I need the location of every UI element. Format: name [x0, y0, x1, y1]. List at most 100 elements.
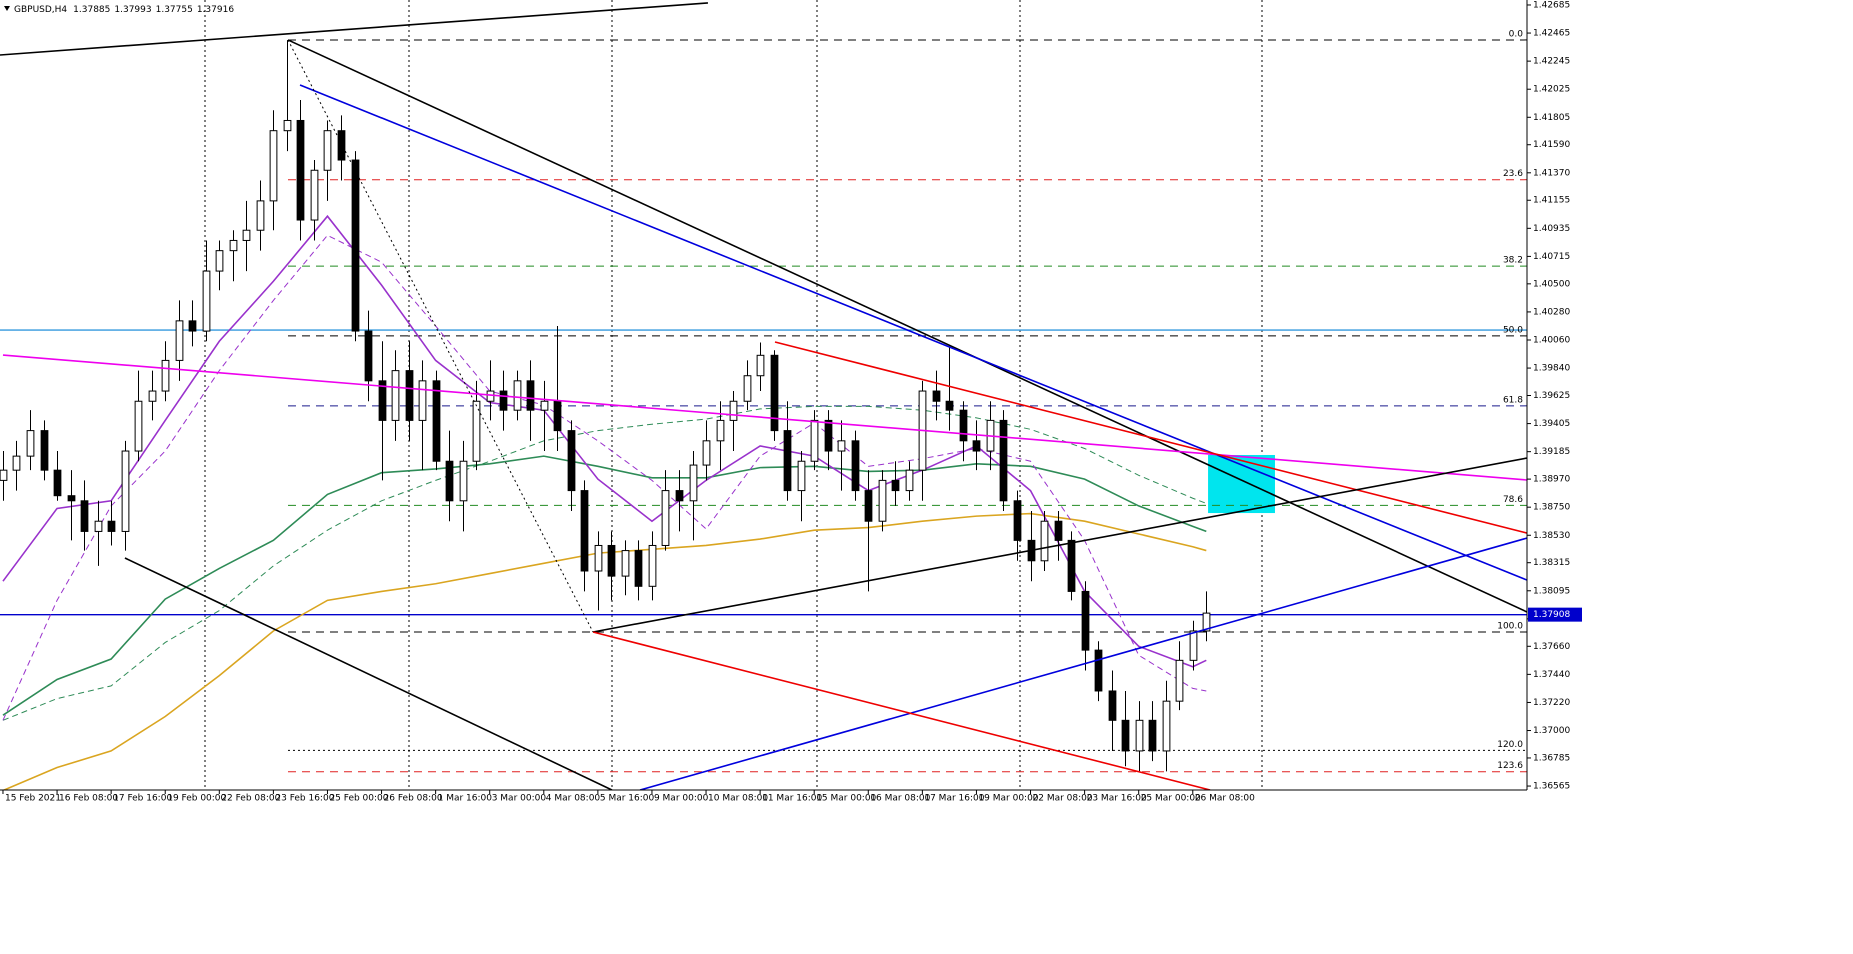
x-tick-label: 25 Mar 00:00 — [1141, 794, 1201, 804]
candle-body — [851, 440, 860, 492]
trendline — [592, 631, 1211, 790]
candle-body — [1054, 520, 1063, 541]
candle-body — [202, 270, 211, 332]
candle-body — [1094, 649, 1103, 692]
candle-body — [188, 320, 197, 332]
trendline — [2, 354, 1527, 481]
trendline — [592, 457, 1527, 633]
x-tick-label: 15 Feb 2021 — [5, 794, 61, 804]
trendline — [124, 557, 613, 790]
y-tick-label: 1.36565 — [1533, 782, 1570, 792]
candle-body — [756, 354, 765, 377]
candle-body — [783, 430, 792, 492]
candle-body — [945, 400, 954, 411]
y-tick-label: 1.37440 — [1533, 670, 1570, 680]
candle-body — [161, 359, 170, 392]
y-tick-label: 1.39625 — [1533, 391, 1570, 401]
axes: 1.42685 1.42465 1.42245 1.42025 1.41805 1.415… — [0, 0, 1582, 804]
candle-body — [553, 400, 562, 432]
candle-body — [837, 440, 846, 452]
x-tick-label: 1 Mar 16:00 — [438, 794, 493, 804]
candle-body — [513, 380, 522, 411]
candle-body — [621, 550, 630, 577]
plot-area: 0.0 23.6 38.2 50.0 61.8 78.6 100.0 120.0 123.6 — [0, 2, 1527, 790]
fib-label: 0.0 — [1509, 29, 1524, 39]
candle-body — [378, 380, 387, 421]
y-tick-label: 1.41590 — [1533, 140, 1570, 150]
candle-body — [351, 159, 360, 332]
candle-body — [53, 469, 62, 497]
y-tick-label: 1.37660 — [1533, 642, 1570, 652]
candle-body — [1067, 539, 1076, 592]
candle-body — [256, 200, 265, 231]
y-tick-label: 1.37000 — [1533, 726, 1570, 736]
trendline — [299, 84, 1527, 581]
header: GBPUSD,H4 1.37885 1.37993 1.37755 1.37916 — [14, 5, 234, 15]
candle-body — [932, 390, 941, 402]
candle-body — [134, 400, 143, 452]
price-label: 1.37908 — [1533, 610, 1570, 620]
x-tick-label: 19 Mar 00:00 — [978, 794, 1038, 804]
y-tick-label: 1.37220 — [1533, 698, 1570, 708]
candle-body — [1135, 719, 1144, 752]
candle-body — [215, 250, 224, 272]
fib-label: 123.6 — [1497, 761, 1523, 771]
candle-body — [810, 419, 819, 462]
x-tick-label: 22 Feb 08:00 — [221, 794, 280, 804]
candle-body — [26, 430, 35, 457]
candle-body — [594, 544, 603, 572]
x-tick-label: 26 Mar 08:00 — [1195, 794, 1255, 804]
candle-body — [148, 390, 157, 402]
candle-body — [540, 400, 549, 411]
zone — [1208, 454, 1275, 514]
candle-body — [824, 419, 833, 452]
trendline — [287, 39, 594, 633]
x-tick-label: 9 Mar 00:00 — [654, 794, 709, 804]
y-tick-label: 1.39405 — [1533, 419, 1570, 429]
x-tick-label: 5 Mar 16:00 — [600, 794, 655, 804]
candle-body — [296, 119, 305, 221]
low: 1.37755 — [156, 5, 193, 15]
candle-body — [1121, 719, 1130, 752]
candle-body — [878, 479, 887, 522]
moving-average — [2, 455, 1207, 716]
candle-body — [323, 130, 332, 171]
candle-body — [269, 130, 278, 202]
y-tick-label: 1.42245 — [1533, 57, 1570, 67]
y-tick-label: 1.42465 — [1533, 29, 1570, 39]
candle-body — [310, 169, 319, 221]
candle-body — [229, 239, 238, 252]
fib-label: 78.6 — [1503, 495, 1523, 505]
moving-average — [2, 234, 1207, 721]
candle-body — [1148, 719, 1157, 752]
y-tick-label: 1.36785 — [1533, 753, 1570, 763]
y-tick-label: 1.38315 — [1533, 558, 1570, 568]
candle-body — [0, 469, 8, 481]
candle-body — [1175, 659, 1184, 702]
trendline — [639, 537, 1527, 790]
x-tick-label: 4 Mar 08:00 — [546, 794, 601, 804]
candle-body — [661, 490, 670, 546]
candle-body — [432, 380, 441, 462]
x-tick-label: 17 Feb 16:00 — [113, 794, 172, 804]
candle-body — [1081, 590, 1090, 651]
candle-body — [40, 430, 49, 471]
candle-body — [391, 370, 400, 421]
menu-triangle — [4, 6, 10, 11]
candle-body — [405, 370, 414, 421]
candle-body — [242, 229, 251, 241]
trendline — [774, 341, 1527, 534]
candle-body — [1202, 612, 1211, 632]
candle-body — [972, 440, 981, 452]
y-tick-label: 1.41805 — [1533, 113, 1570, 123]
candle-body — [689, 464, 698, 502]
y-tick-label: 1.40715 — [1533, 252, 1570, 262]
candle-body — [1040, 520, 1049, 562]
y-tick-label: 1.41155 — [1533, 196, 1570, 206]
fib-label: 50.0 — [1503, 325, 1523, 335]
y-tick-label: 1.39840 — [1533, 364, 1570, 374]
candle-body — [797, 460, 806, 492]
candle-body — [1162, 700, 1171, 752]
fib-label: 23.6 — [1503, 169, 1523, 179]
